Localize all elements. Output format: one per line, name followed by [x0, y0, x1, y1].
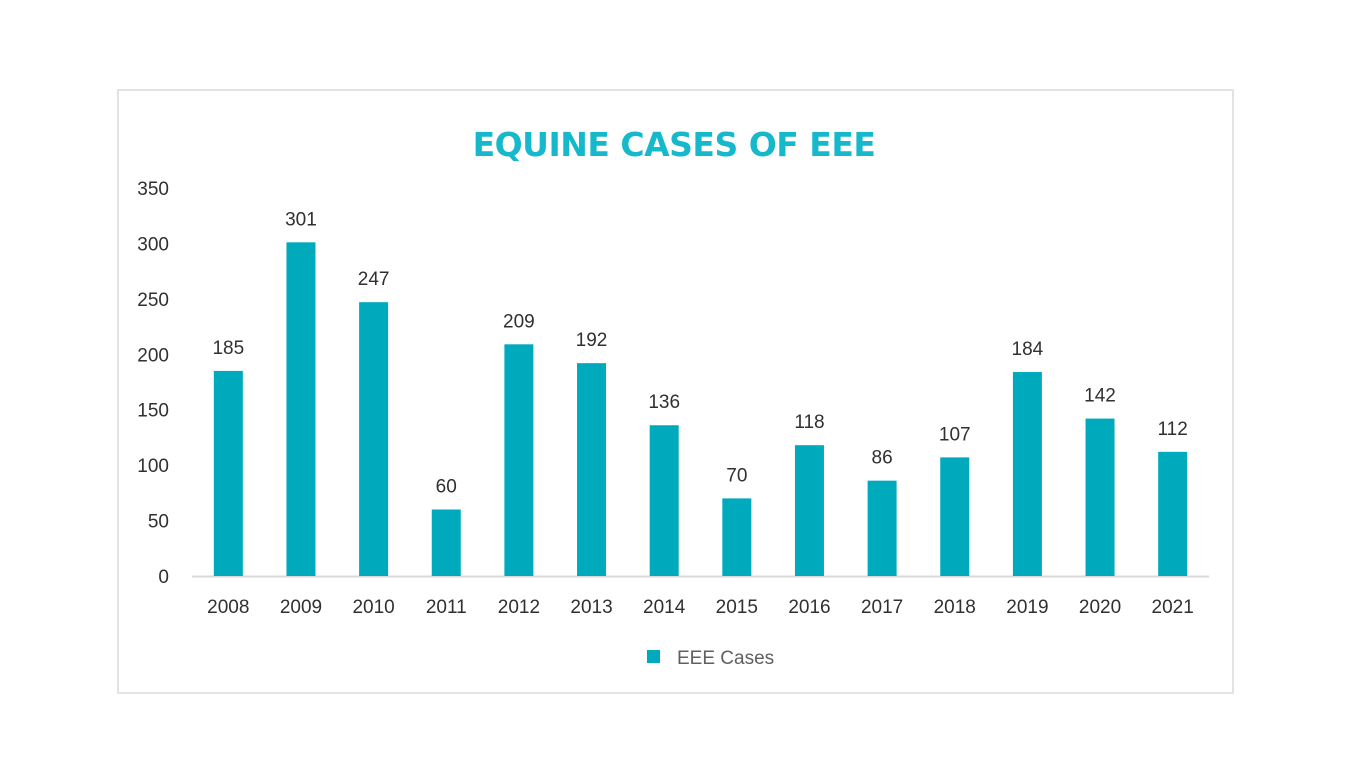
y-tick-label: 350 — [137, 179, 169, 200]
bar — [431, 509, 461, 576]
x-tick-label: 2014 — [643, 597, 686, 618]
data-label: 70 — [726, 465, 747, 486]
y-tick-label: 100 — [137, 456, 169, 477]
data-label: 60 — [436, 476, 457, 497]
bar — [722, 498, 752, 576]
y-tick-label: 300 — [137, 234, 169, 255]
bar — [794, 445, 824, 576]
x-tick-label: 2016 — [788, 597, 830, 618]
x-tick-label: 2008 — [207, 597, 249, 618]
bar — [1012, 372, 1042, 576]
x-tick-label: 2013 — [570, 597, 612, 618]
data-label: 86 — [872, 448, 893, 469]
x-tick-label: 2009 — [280, 597, 322, 618]
legend: EEE Cases — [647, 648, 774, 669]
x-tick-label: 2012 — [498, 597, 540, 618]
data-labels: 185 301 247 60 209 192 136 70 118 86 107 184 142 112 — [212, 209, 1187, 497]
x-tick-label: 2010 — [352, 597, 394, 618]
y-tick-label: 200 — [137, 345, 169, 366]
bar — [649, 425, 679, 576]
data-label: 112 — [1158, 419, 1188, 440]
data-label: 247 — [358, 269, 390, 290]
data-label: 142 — [1084, 386, 1116, 407]
data-label: 192 — [576, 330, 608, 351]
y-tick-label: 50 — [148, 512, 169, 533]
x-tick-label: 2015 — [716, 597, 758, 618]
legend-swatch — [647, 650, 660, 663]
data-label: 209 — [503, 311, 535, 332]
data-label: 185 — [212, 338, 244, 359]
bar-series — [213, 242, 1188, 576]
data-label: 136 — [648, 392, 680, 413]
bar — [867, 480, 897, 576]
data-label: 184 — [1012, 339, 1044, 360]
x-tick-label: 2020 — [1079, 597, 1121, 618]
chart-title: EQUINE CASES OF EEE — [472, 125, 876, 164]
data-label: 118 — [794, 412, 824, 433]
bar — [359, 302, 389, 576]
x-tick-label: 2018 — [934, 597, 976, 618]
data-label: 301 — [285, 209, 317, 230]
bar — [1085, 418, 1115, 576]
x-tick-label: 2011 — [426, 597, 467, 618]
x-tick-label: 2017 — [861, 597, 903, 618]
data-label: 107 — [939, 424, 971, 445]
bar — [286, 242, 316, 576]
y-axis-ticks: 0 50 100 150 200 250 300 350 — [137, 179, 169, 588]
bar — [213, 370, 243, 576]
x-tick-label: 2021 — [1152, 597, 1194, 618]
bar — [1158, 451, 1188, 576]
bar — [504, 344, 534, 576]
legend-label: EEE Cases — [677, 648, 774, 669]
bar — [577, 363, 607, 576]
y-tick-label: 250 — [137, 290, 169, 311]
x-tick-label: 2019 — [1006, 597, 1048, 618]
x-axis-ticks: 2008 2009 2010 2011 2012 2013 2014 2015 2016 2017… — [207, 597, 1194, 618]
y-tick-label: 150 — [137, 401, 169, 422]
y-tick-label: 0 — [158, 567, 169, 588]
bar — [940, 457, 970, 576]
